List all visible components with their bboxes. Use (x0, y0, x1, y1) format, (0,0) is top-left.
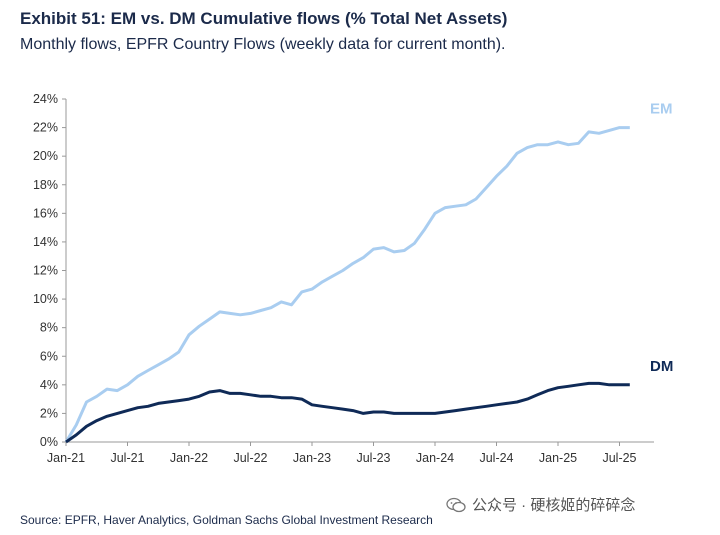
y-tick-label: 8% (40, 321, 58, 335)
watermark: 公众号 · 硬核姬的碎碎念 (446, 494, 635, 515)
x-tick-label: Jan-24 (416, 451, 454, 465)
chart-title: Exhibit 51: EM vs. DM Cumulative flows (… (20, 9, 508, 28)
source-note: Source: EPFR, Haver Analytics, Goldman S… (20, 513, 433, 527)
x-tick-label: Jan-25 (539, 451, 577, 465)
y-tick-label: 12% (33, 264, 58, 278)
watermark-text: 公众号 · 硬核姬的碎碎念 (472, 497, 636, 514)
y-tick-label: 16% (33, 206, 58, 220)
y-tick-label: 24% (33, 92, 58, 106)
x-tick-label: Jul-25 (602, 451, 636, 465)
series-line-em (64, 126, 630, 443)
x-tick-label: Jul-21 (110, 451, 144, 465)
x-tick-label: Jan-23 (293, 451, 331, 465)
chart-subtitle: Monthly flows, EPFR Country Flows (weekl… (20, 36, 506, 53)
x-tick-label: Jan-21 (47, 451, 85, 465)
x-tick-label: Jul-23 (356, 451, 390, 465)
series-label-em: EM (650, 101, 673, 118)
x-tick-label: Jul-22 (233, 451, 267, 465)
y-tick-label: 20% (33, 149, 58, 163)
y-tick-label: 22% (33, 121, 58, 135)
y-tick-label: 10% (33, 292, 58, 306)
y-tick-label: 0% (40, 435, 58, 449)
series-label-dm: DM (650, 358, 673, 375)
series-line-dm (65, 381, 630, 444)
wechat-icon (446, 497, 466, 512)
y-tick-label: 2% (40, 406, 58, 420)
y-tick-label: 14% (33, 235, 58, 249)
y-tick-label: 18% (33, 178, 58, 192)
y-tick-label: 6% (40, 349, 58, 363)
x-tick-label: Jul-24 (479, 451, 513, 465)
x-tick-label: Jan-22 (170, 451, 208, 465)
y-tick-label: 4% (40, 378, 58, 392)
